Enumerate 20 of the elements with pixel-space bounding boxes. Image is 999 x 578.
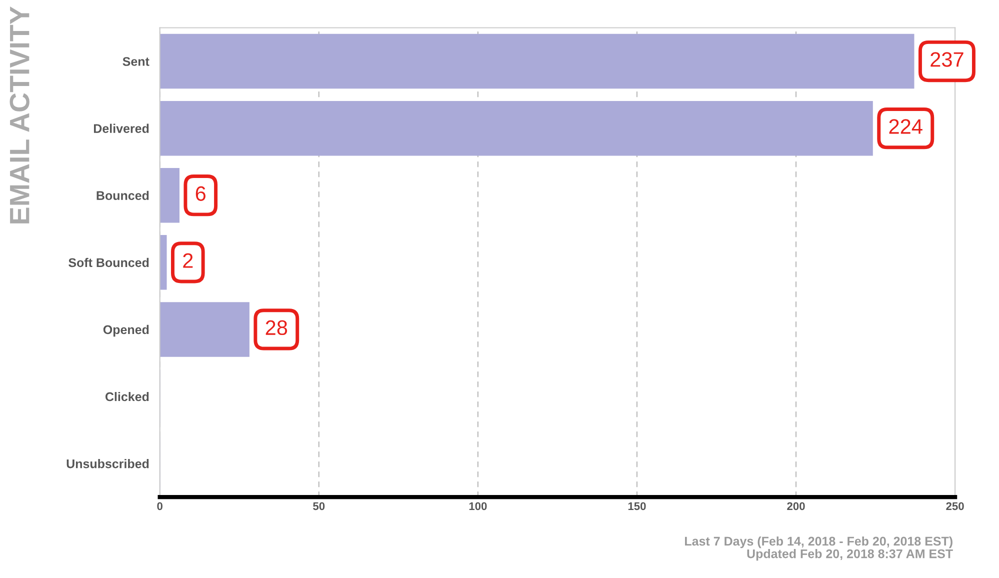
x-tick-label: 250	[946, 502, 964, 510]
x-tick-label: 0	[157, 502, 162, 510]
data-label: 6	[196, 186, 206, 201]
x-tick-label: 100	[469, 502, 487, 510]
y-tick-label: Soft Bounced	[68, 258, 149, 268]
y-tick-label: Clicked	[105, 392, 149, 402]
y-tick-label: Opened	[103, 324, 149, 337]
y-tick-label: Sent	[122, 57, 150, 66]
data-label: 28	[266, 320, 288, 336]
text: Last 7 Days (Feb 14, 2018 - Feb 20, 2018 EST) Updated Feb 20, 2018 8:37 AM EST	[685, 536, 953, 561]
x-tick-label: 150	[628, 502, 646, 510]
y-tick-label: Bounced	[96, 190, 149, 200]
data-label: 237	[930, 52, 964, 67]
y-tick-label: Unsubscribed	[66, 459, 149, 468]
x-tick-label: 200	[787, 502, 805, 510]
data-label: 2	[183, 253, 193, 268]
x-tick-label: 50	[313, 502, 325, 510]
y-tick-label: Delivered	[94, 124, 149, 133]
text: EMAIL ACTIVITY	[10, 6, 30, 224]
data-label: 224	[889, 119, 922, 134]
